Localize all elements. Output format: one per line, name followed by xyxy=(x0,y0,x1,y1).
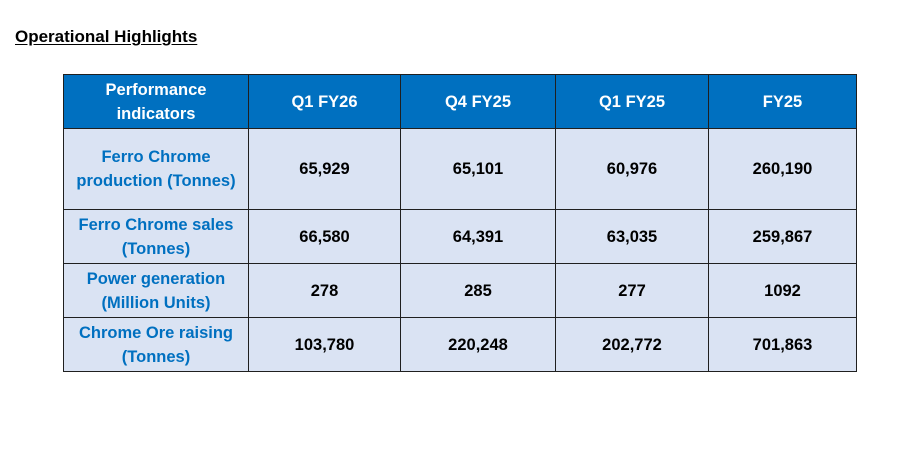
table-cell: 259,867 xyxy=(708,209,857,264)
table-cell: 103,780 xyxy=(248,317,401,372)
table-cell: 66,580 xyxy=(248,209,401,264)
table-cell: 277 xyxy=(555,263,709,318)
table-header-row: Performance indicators Q1 FY26 Q4 FY25 Q… xyxy=(63,74,857,129)
table-cell: 65,101 xyxy=(400,128,556,210)
row-label: Power generation (Million Units) xyxy=(63,263,249,318)
row-label: Ferro Chrome sales (Tonnes) xyxy=(63,209,249,264)
row-label: Chrome Ore raising (Tonnes) xyxy=(63,317,249,372)
table-row: Power generation (Million Units) 278 285… xyxy=(63,263,857,318)
table-cell: 701,863 xyxy=(708,317,857,372)
column-header-q4-fy25: Q4 FY25 xyxy=(400,74,556,129)
column-header-fy25: FY25 xyxy=(708,74,857,129)
table-row: Chrome Ore raising (Tonnes) 103,780 220,… xyxy=(63,317,857,372)
table-cell: 220,248 xyxy=(400,317,556,372)
table-cell: 60,976 xyxy=(555,128,709,210)
table-cell: 285 xyxy=(400,263,556,318)
table-cell: 65,929 xyxy=(248,128,401,210)
column-header-q1-fy26: Q1 FY26 xyxy=(248,74,401,129)
page-title: Operational Highlights xyxy=(15,27,198,46)
table-row: Ferro Chrome production (Tonnes) 65,929 … xyxy=(63,128,857,210)
operational-highlights-table: Performance indicators Q1 FY26 Q4 FY25 Q… xyxy=(63,74,857,372)
table-cell: 64,391 xyxy=(400,209,556,264)
column-header-q1-fy25: Q1 FY25 xyxy=(555,74,709,129)
row-label: Ferro Chrome production (Tonnes) xyxy=(63,128,249,210)
table-cell: 278 xyxy=(248,263,401,318)
table-cell: 260,190 xyxy=(708,128,857,210)
table-row: Ferro Chrome sales (Tonnes) 66,580 64,39… xyxy=(63,209,857,264)
table-cell: 1092 xyxy=(708,263,857,318)
table-cell: 202,772 xyxy=(555,317,709,372)
table-cell: 63,035 xyxy=(555,209,709,264)
column-header-indicator: Performance indicators xyxy=(63,74,249,129)
